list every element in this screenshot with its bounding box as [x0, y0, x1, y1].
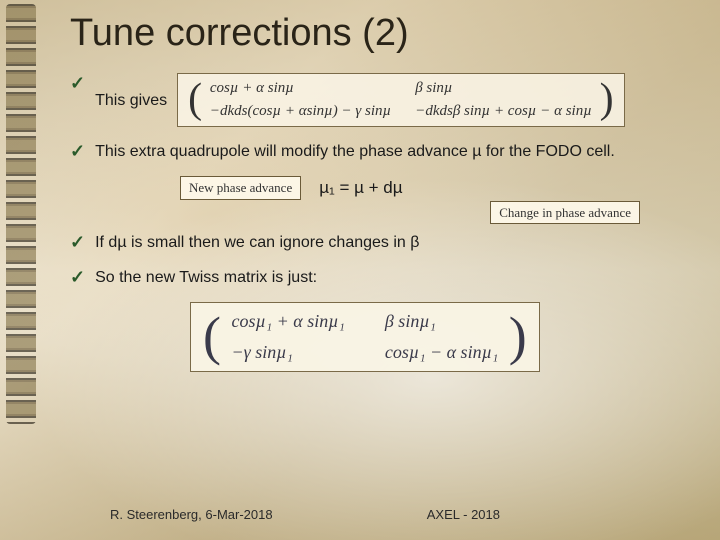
bullet-4-text: So the new Twiss matrix is just:: [95, 267, 317, 287]
check-icon: ✓: [70, 267, 85, 288]
right-paren-icon: ): [600, 83, 614, 117]
m1-a12: β sinµ: [415, 80, 592, 97]
check-icon: ✓: [70, 232, 85, 253]
new-phase-label: New phase advance: [180, 176, 301, 200]
footer: R. Steerenberg, 6-Mar-2018 AXEL - 2018: [0, 507, 720, 522]
right-paren-icon: ): [509, 315, 527, 358]
bullet-4: ✓ So the new Twiss matrix is just:: [70, 267, 680, 288]
matrix-2-wrap: ( cosµ₁ + α sinµ₁ β sinµ₁ −γ sinµ₁ cosµ₁…: [190, 302, 680, 372]
matrix-2-box: ( cosµ₁ + α sinµ₁ β sinµ₁ −γ sinµ₁ cosµ₁…: [190, 302, 540, 372]
m1-a11: cosµ + α sinµ: [210, 80, 391, 97]
bullet-2: ✓ This extra quadrupole will modify the …: [70, 141, 680, 162]
m2-a11: cosµ₁ + α sinµ₁: [231, 311, 344, 332]
footer-author: R. Steerenberg, 6-Mar-2018: [110, 507, 273, 522]
m1-a22: −dkdsβ sinµ + cosµ − α sinµ: [415, 103, 592, 120]
change-phase-wrap: Change in phase advance: [70, 204, 680, 222]
m2-a12: β sinµ₁: [385, 311, 498, 332]
left-paren-icon: (: [188, 83, 202, 117]
matrix-1-box: ( cosµ + α sinµ β sinµ −dkds(cosµ + αsin…: [177, 73, 624, 127]
bullet-1: ✓ This gives ( cosµ + α sinµ β sinµ −dkd…: [70, 73, 680, 127]
bullet-3-text: If dµ is small then we can ignore change…: [95, 232, 419, 252]
check-icon: ✓: [70, 141, 85, 162]
bullet-2-text: This extra quadrupole will modify the ph…: [95, 141, 615, 161]
left-paren-icon: (: [203, 315, 221, 358]
m2-a21: −γ sinµ₁: [231, 342, 344, 363]
bullet-1-text: This gives: [95, 90, 167, 110]
check-icon: ✓: [70, 73, 85, 94]
phase-equation: µ₁ = µ + dµ: [319, 178, 402, 198]
slide-content: Tune corrections (2) ✓ This gives ( cosµ…: [0, 0, 720, 540]
equation-line: New phase advance µ₁ = µ + dµ: [180, 176, 680, 200]
bullet-3: ✓ If dµ is small then we can ignore chan…: [70, 232, 680, 253]
m2-a22: cosµ₁ − α sinµ₁: [385, 342, 498, 363]
slide-title: Tune corrections (2): [70, 12, 680, 55]
change-phase-label: Change in phase advance: [490, 201, 640, 224]
footer-event: AXEL - 2018: [427, 507, 500, 522]
m1-a21: −dkds(cosµ + αsinµ) − γ sinµ: [210, 103, 391, 120]
